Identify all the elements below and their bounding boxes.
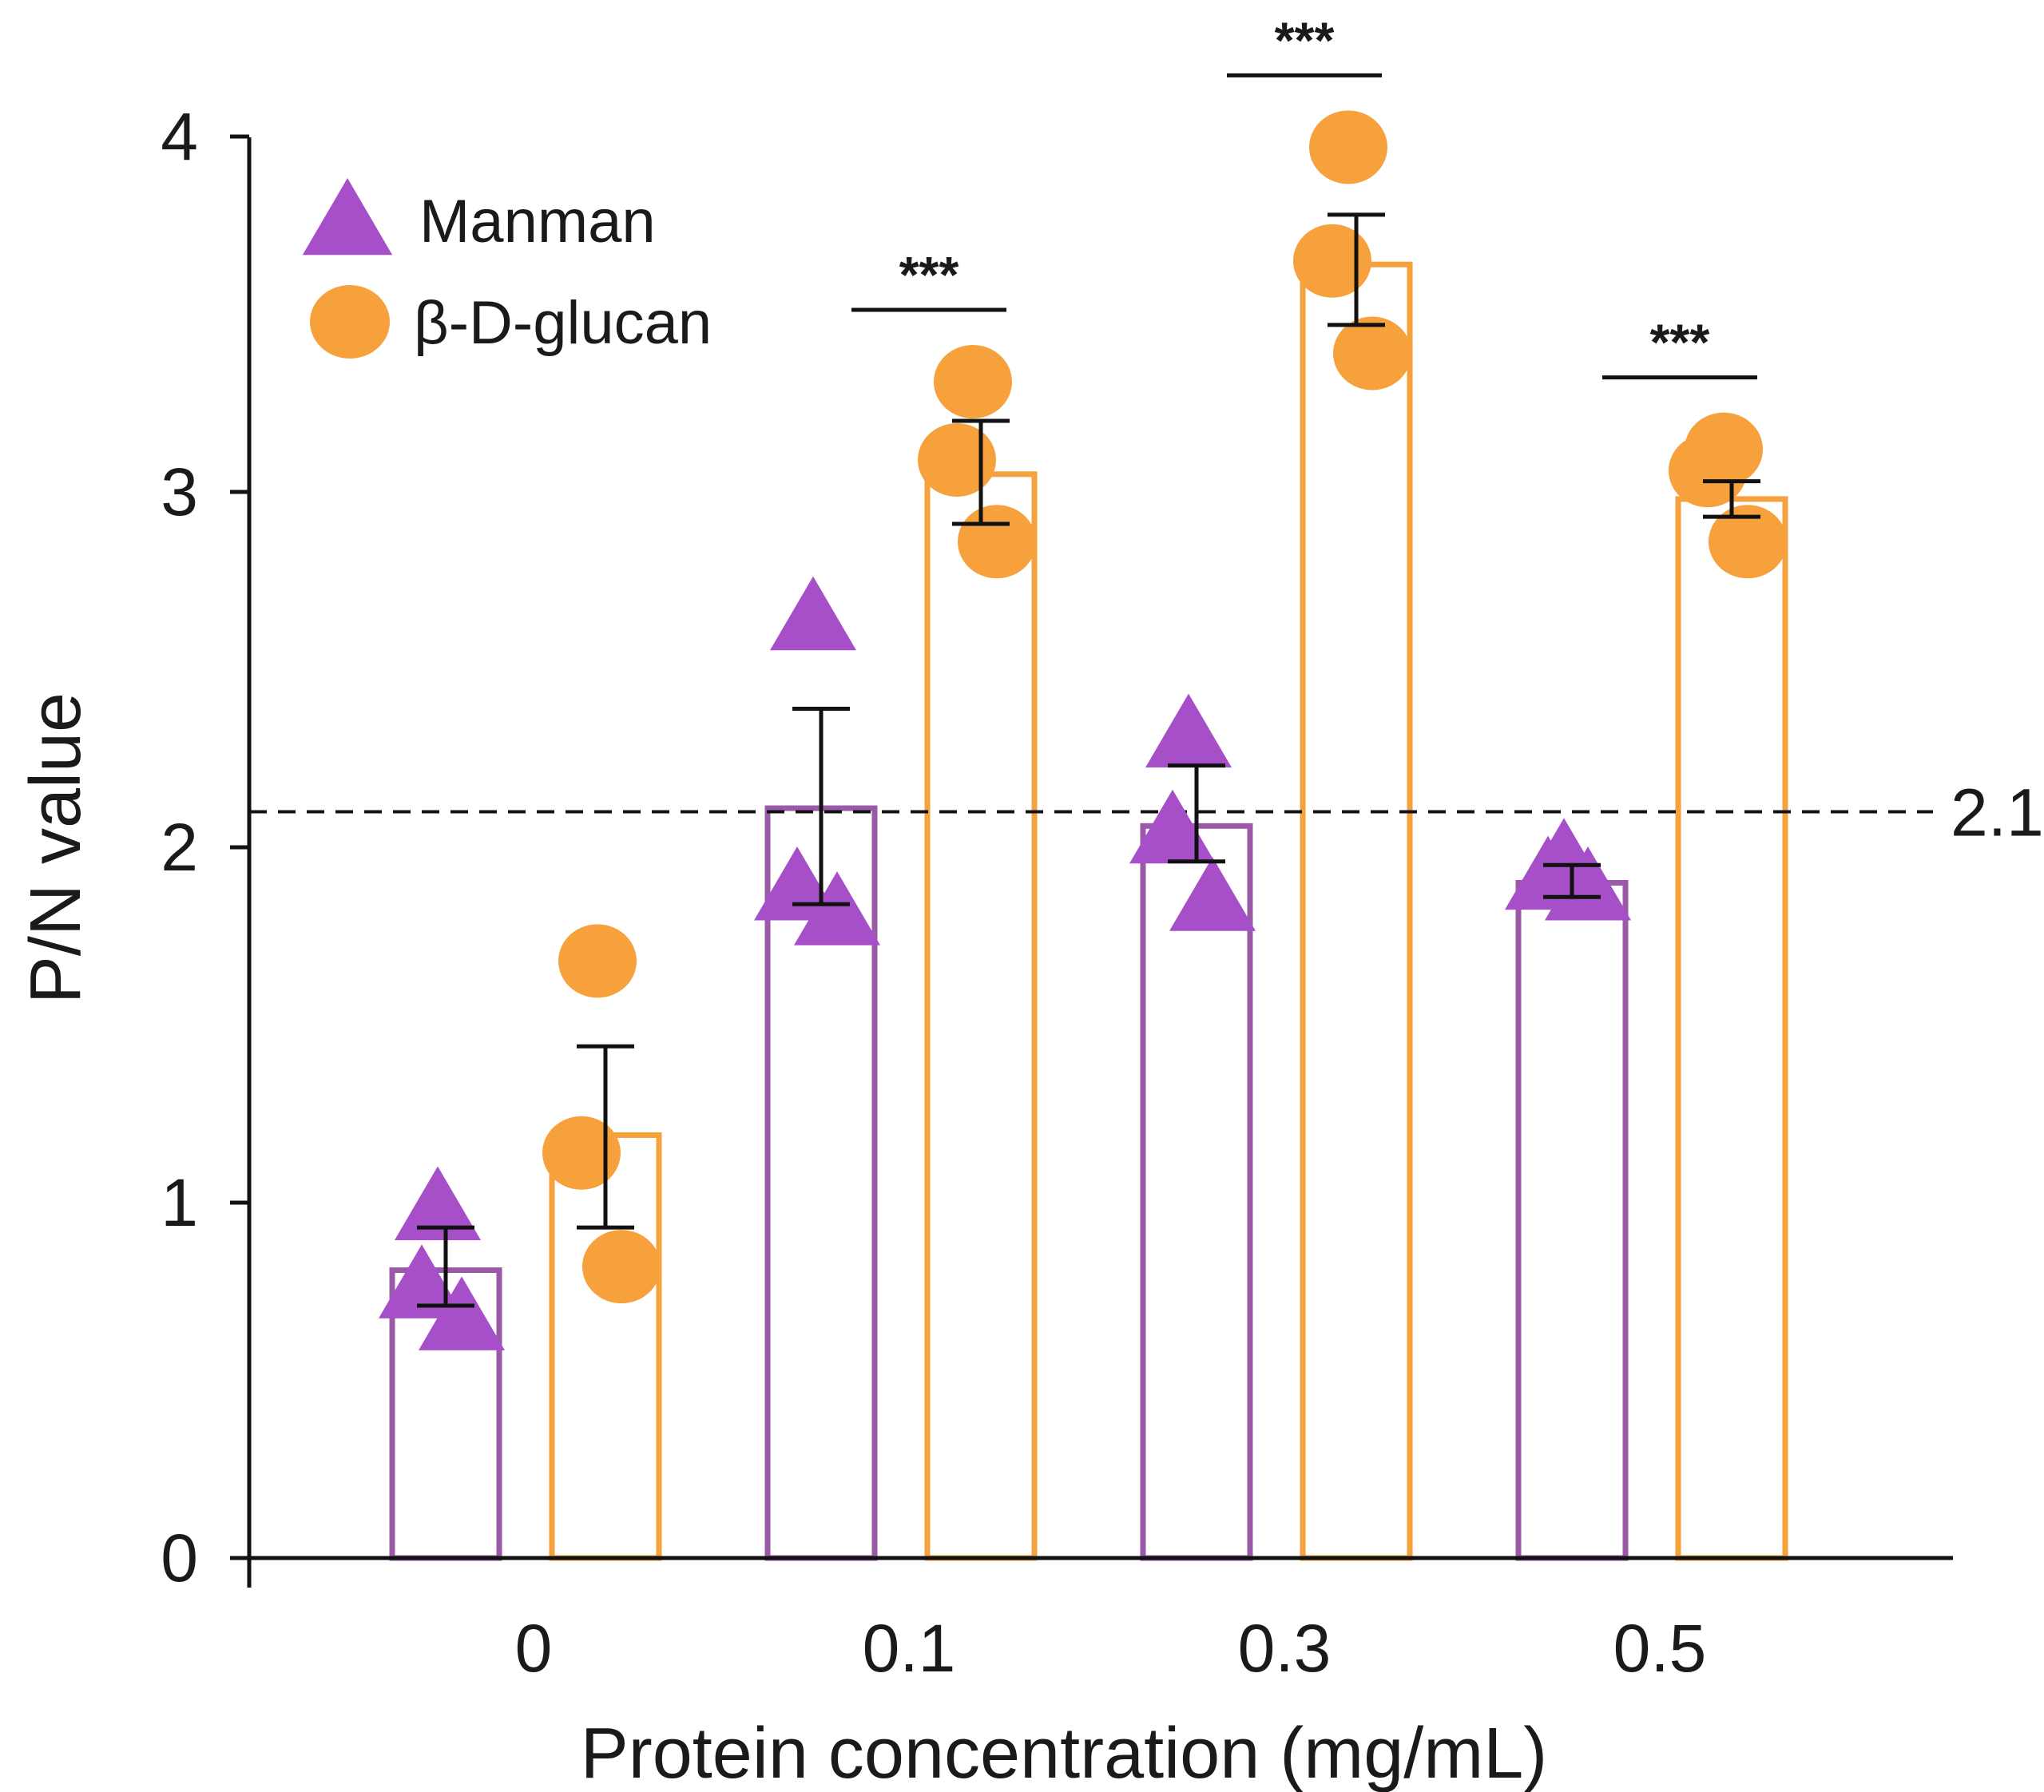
ticks-layer: 0 1 2 3 4 0 0.1 0.3 0.5 — [161, 99, 1706, 1686]
bar-glucan-0.5 — [1675, 496, 1788, 1561]
y-tick-label: 0 — [161, 1520, 198, 1596]
y-tick-label: 4 — [161, 99, 198, 174]
legend: Manman β-D-glucan — [302, 178, 712, 359]
data-point-circle — [558, 924, 637, 998]
data-point-triangle — [1545, 846, 1631, 921]
significance-layer: *** *** *** — [851, 11, 1757, 380]
bar-manman-0.3 — [1140, 823, 1253, 1561]
bar-manman-0.5 — [1515, 880, 1629, 1561]
data-point-circle — [958, 505, 1036, 579]
data-point-triangle — [395, 1166, 481, 1240]
data-point-circle — [542, 1116, 621, 1190]
data-point-circle — [918, 422, 996, 497]
data-point-triangle — [419, 1276, 505, 1350]
legend-marker-glucan — [310, 285, 390, 359]
x-axis-title: Protein concentration (mg/mL) — [581, 1714, 1548, 1792]
axes-layer — [247, 137, 1953, 1588]
data-point-triangle — [794, 871, 880, 946]
data-point-circle — [934, 345, 1012, 419]
y-tick-label: 3 — [161, 454, 198, 529]
data-point-triangle — [1145, 693, 1232, 768]
data-point-circle — [1669, 434, 1747, 508]
legend-label-manman: Manman — [419, 188, 656, 256]
y-tick-label: 1 — [161, 1165, 198, 1240]
legend-label-glucan: β-D-glucan — [414, 289, 712, 357]
x-tick-label: 0.5 — [1613, 1611, 1707, 1686]
data-point-triangle — [754, 846, 840, 921]
data-point-circle — [1333, 316, 1411, 391]
x-tick-label: 0.3 — [1238, 1611, 1332, 1686]
bar-glucan-0.1 — [924, 471, 1038, 1561]
data-point-circle — [1709, 505, 1787, 579]
bar-glucan-0.3 — [1300, 261, 1413, 1561]
data-point-triangle — [379, 1244, 465, 1318]
points-layer — [379, 110, 1787, 1350]
significance-stars: *** — [1275, 11, 1335, 69]
data-point-triangle — [1169, 857, 1256, 931]
significance-stars: *** — [899, 246, 959, 303]
y-axis-title: P/N value — [16, 692, 96, 1004]
legend-marker-manman — [302, 178, 393, 256]
reference-line-label: 2.1 — [1951, 775, 2044, 850]
x-tick-label: 0 — [515, 1611, 553, 1686]
reference-line-layer: 2.1 — [249, 775, 2044, 850]
data-point-triangle — [770, 576, 856, 651]
x-tick-label: 0.1 — [863, 1611, 956, 1686]
y-tick-label: 2 — [161, 810, 198, 885]
data-point-circle — [1293, 224, 1371, 298]
error-bars-layer — [417, 212, 1760, 1308]
data-point-circle — [1309, 110, 1387, 184]
significance-stars: *** — [1650, 314, 1710, 371]
data-point-circle — [582, 1230, 661, 1304]
data-point-triangle — [1129, 789, 1216, 864]
